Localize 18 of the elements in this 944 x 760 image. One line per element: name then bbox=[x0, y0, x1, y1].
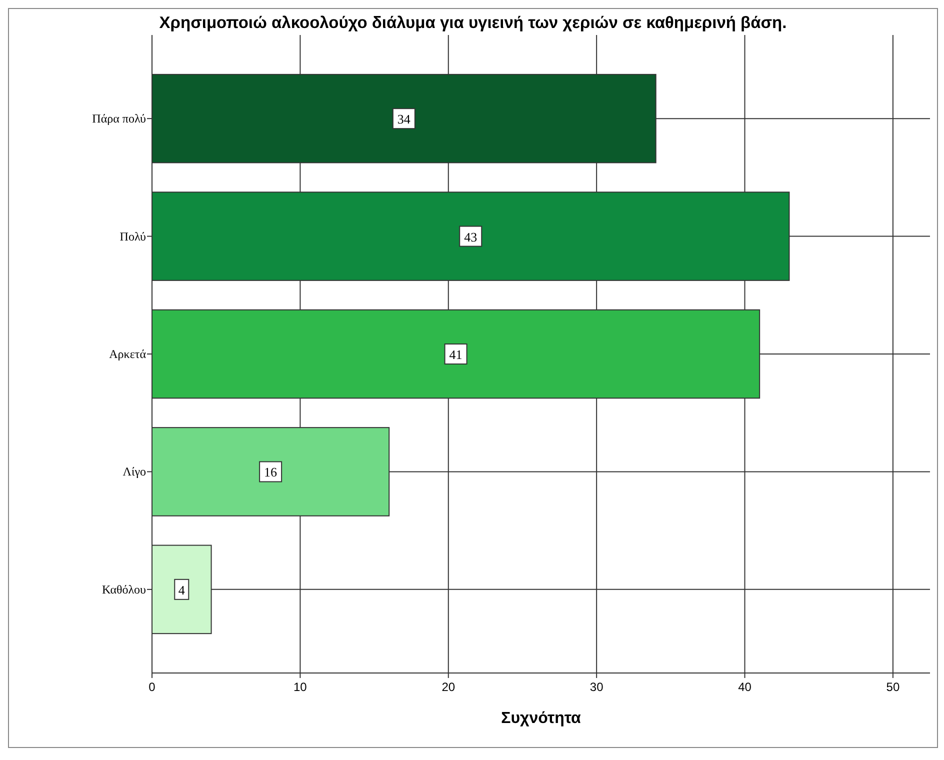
x-tick-label: 0 bbox=[148, 680, 156, 694]
x-tick-label: 30 bbox=[590, 680, 604, 694]
data-label: 16 bbox=[264, 464, 278, 480]
y-tick-label: Πολύ bbox=[120, 229, 146, 244]
data-label: 43 bbox=[464, 229, 478, 244]
data-label: 4 bbox=[178, 582, 186, 598]
data-label: 34 bbox=[397, 112, 411, 127]
x-tick-label: 10 bbox=[294, 680, 308, 694]
x-axis-title: Συχνότητα bbox=[501, 710, 582, 727]
y-tick-label: Αρκετά bbox=[109, 347, 147, 361]
data-label: 41 bbox=[449, 347, 462, 362]
y-tick-label: Πάρα πολύ bbox=[92, 112, 146, 126]
x-tick-label: 50 bbox=[886, 680, 900, 694]
x-tick-label: 20 bbox=[442, 680, 456, 694]
y-tick-label: Καθόλου bbox=[102, 582, 146, 596]
chart-title: Χρησιμοποιώ αλκοολούχο διάλυμα για υγιεινή των χεριών σε καθημερινή βάση. bbox=[159, 14, 787, 32]
x-tick-label: 40 bbox=[738, 680, 752, 694]
y-tick-label: Λίγο bbox=[122, 464, 146, 479]
